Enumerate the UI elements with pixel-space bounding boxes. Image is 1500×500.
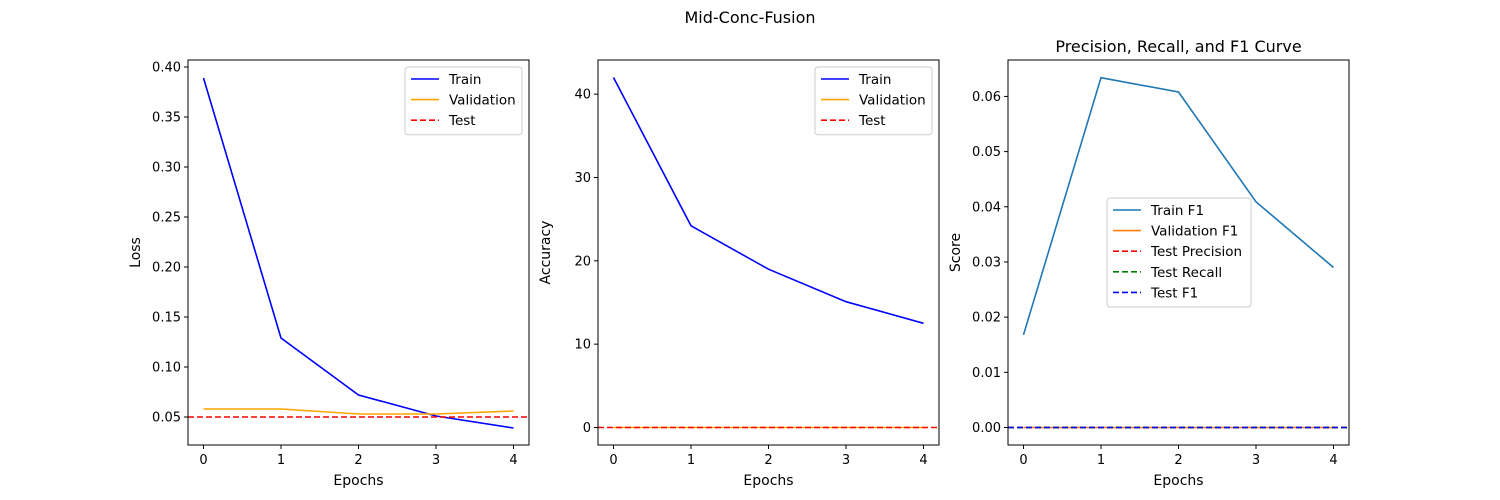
legend-label: Train F1 xyxy=(1150,203,1204,219)
x-tick-label: 2 xyxy=(354,453,362,468)
legend: Train Validation Test xyxy=(814,66,933,136)
x-axis-label: Epochs xyxy=(743,473,793,489)
chart-panel-3: Precision, Recall, and F1 Curve 0 1 2 3 4 0.00… xyxy=(948,37,1350,489)
legend-box xyxy=(1106,197,1252,308)
x-tick-label: 0 xyxy=(609,453,617,468)
plot-area xyxy=(1008,76,1349,429)
legend-label: Test xyxy=(858,113,886,129)
y-tick-label: 0.00 xyxy=(972,421,1001,436)
plot-area xyxy=(598,77,939,429)
series-line-train xyxy=(202,77,514,429)
legend-label: Train xyxy=(448,72,481,88)
y-tick-label: 0.40 xyxy=(152,61,181,76)
x-tick-label: 2 xyxy=(764,453,772,468)
legend-label: Test F1 xyxy=(1150,285,1198,301)
legend-label: Validation xyxy=(859,93,926,109)
legend: Train F1 Validation F1 Test Precision Test … xyxy=(1106,197,1252,308)
figure-suptitle: Mid-Conc-Fusion xyxy=(684,8,815,27)
x-axis-label: Epochs xyxy=(333,473,383,489)
legend: Train Validation Test xyxy=(404,66,523,136)
y-tick-label: 0.03 xyxy=(972,255,1001,270)
legend-label: Validation xyxy=(449,93,516,109)
y-axis-label: Loss xyxy=(128,237,144,268)
x-tick-label: 3 xyxy=(1252,453,1260,468)
y-tick-label: 0.25 xyxy=(152,211,181,226)
x-tick-label: 1 xyxy=(277,453,285,468)
y-tick-label: 0.20 xyxy=(152,261,181,276)
y-tick-label: 0.06 xyxy=(972,90,1001,105)
y-tick-label: 0.15 xyxy=(152,311,181,326)
x-tick-label: 4 xyxy=(919,453,927,468)
y-tick-label: 0.05 xyxy=(972,145,1001,160)
y-tick-label: 0.02 xyxy=(972,311,1001,326)
y-tick-label: 0.04 xyxy=(972,200,1001,215)
x-tick-label: 1 xyxy=(687,453,695,468)
x-axis-label: Epochs xyxy=(1153,473,1203,489)
x-tick-label: 0 xyxy=(1019,453,1027,468)
y-tick-label: 20 xyxy=(574,254,591,269)
legend-label: Validation F1 xyxy=(1151,224,1238,240)
legend-box xyxy=(404,66,523,136)
y-tick-label: 30 xyxy=(574,171,591,186)
series-line-validation xyxy=(203,408,514,415)
x-tick-label: 3 xyxy=(842,453,850,468)
x-tick-label: 2 xyxy=(1174,453,1182,468)
y-tick-label: 0.05 xyxy=(152,411,181,426)
legend-label: Test Precision xyxy=(1150,244,1242,260)
y-axis-label: Accuracy xyxy=(538,221,554,285)
chart-panel-2: 0 1 2 3 4010203040EpochsAccuracyTrainValidat… xyxy=(538,59,940,489)
y-tick-label: 0.10 xyxy=(152,361,181,376)
x-tick-label: 4 xyxy=(509,453,517,468)
legend-label: Test Recall xyxy=(1150,265,1222,281)
legend-label: Train xyxy=(858,72,891,88)
x-tick-label: 1 xyxy=(1097,453,1105,468)
x-tick-label: 3 xyxy=(432,453,440,468)
legend-box xyxy=(814,66,933,136)
x-tick-label: 0 xyxy=(199,453,207,468)
y-tick-label: 0.35 xyxy=(152,111,181,126)
y-tick-label: 0.30 xyxy=(152,161,181,176)
series-line-train xyxy=(612,77,924,325)
legend-label: Test xyxy=(448,113,476,129)
chart-title: Precision, Recall, and F1 Curve xyxy=(1055,37,1301,56)
x-tick-label: 4 xyxy=(1329,453,1337,468)
series-line-train-f1 xyxy=(1022,76,1335,336)
plot-area xyxy=(188,77,529,429)
y-tick-label: 0 xyxy=(583,421,591,436)
y-tick-label: 0.01 xyxy=(972,366,1001,381)
chart-panel-1: 0 1 2 3 4 0.05 0.10 0.15 0.20 0.25 0.30 0.35 0.40 Epo… xyxy=(128,59,530,489)
y-tick-label: 40 xyxy=(574,88,591,103)
y-tick-label: 10 xyxy=(574,338,591,353)
y-axis-label: Score xyxy=(948,233,964,272)
